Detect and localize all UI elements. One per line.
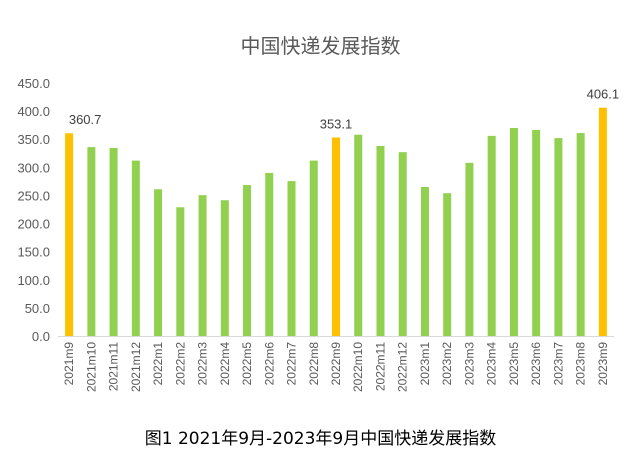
x-tick-label: 2022m4	[218, 342, 232, 386]
x-tick-label: 2022m6	[262, 342, 276, 386]
bar-2023m5	[509, 127, 518, 336]
bar-2023m8	[576, 133, 585, 336]
bar-2022m5	[243, 185, 252, 336]
x-tick-label: 2023m6	[529, 342, 543, 386]
x-tick-label: 2022m9	[329, 342, 343, 386]
y-tick-label: 100.0	[17, 273, 50, 288]
figure-caption: 图1 2021年9月-2023年9月中国快递发展指数	[144, 429, 497, 449]
data-label: 360.7	[69, 112, 102, 127]
x-tick-label: 2023m1	[418, 342, 432, 386]
x-tick-label: 2022m7	[285, 342, 299, 386]
bar-2022m2	[176, 207, 185, 336]
y-tick-label: 200.0	[17, 217, 50, 232]
bar-2022m7	[287, 181, 296, 336]
y-tick-label: 50.0	[25, 301, 50, 316]
x-tick-label: 2022m5	[240, 342, 254, 386]
bar-2023m2	[443, 193, 452, 336]
x-tick-label: 2023m3	[462, 342, 476, 386]
bar-2023m4	[487, 135, 496, 336]
bar-2021m12	[131, 160, 140, 336]
x-tick-label: 2023m7	[551, 342, 565, 386]
y-tick-label: 350.0	[17, 132, 50, 147]
bar-2023m6	[532, 129, 541, 336]
bar-2022m11	[376, 145, 385, 336]
data-label: 353.1	[320, 116, 353, 131]
x-tick-label: 2023m5	[507, 342, 521, 386]
data-label: 406.1	[587, 87, 620, 102]
bar-2022m8	[309, 160, 318, 336]
bar-2021m9	[65, 133, 74, 336]
x-tick-label: 2022m12	[396, 342, 410, 392]
y-tick-label: 150.0	[17, 245, 50, 260]
chart-title: 中国快递发展指数	[240, 34, 401, 58]
bar-2021m11	[109, 147, 118, 336]
bar-2023m7	[554, 138, 563, 336]
y-tick-label: 400.0	[17, 104, 50, 119]
bar-2022m12	[398, 152, 407, 336]
x-tick-label: 2021m11	[107, 342, 121, 391]
bar-2022m3	[198, 195, 207, 336]
x-tick-label: 2021m10	[84, 342, 98, 392]
x-tick-label: 2023m8	[574, 342, 588, 386]
bar-2022m10	[354, 134, 363, 336]
x-tick-label: 2021m12	[129, 342, 143, 392]
y-tick-label: 450.0	[17, 76, 50, 91]
x-tick-label: 2022m2	[173, 342, 187, 386]
x-tick-label: 2022m11	[373, 342, 387, 391]
bar-2022m1	[154, 189, 163, 336]
bar-2022m9	[332, 137, 340, 336]
x-tick-label: 2022m1	[151, 342, 165, 386]
bar-2021m10	[87, 147, 96, 336]
x-tick-label: 2023m9	[596, 342, 610, 386]
y-tick-label: 300.0	[17, 160, 50, 175]
x-tick-label: 2022m3	[196, 342, 210, 386]
x-tick-label: 2022m8	[307, 342, 321, 386]
bar-2023m9	[598, 107, 607, 337]
bar-2022m6	[265, 172, 274, 336]
x-tick-label: 2022m10	[351, 342, 365, 392]
y-tick-label: 0.0	[32, 329, 50, 344]
bar-2022m4	[220, 200, 229, 336]
x-tick-label: 2021m9	[62, 342, 76, 386]
bar-2023m3	[465, 162, 474, 336]
y-tick-label: 250.0	[17, 188, 50, 203]
x-tick-label: 2023m2	[440, 342, 454, 386]
x-tick-label: 2023m4	[485, 342, 499, 386]
bar-2023m1	[420, 187, 429, 336]
